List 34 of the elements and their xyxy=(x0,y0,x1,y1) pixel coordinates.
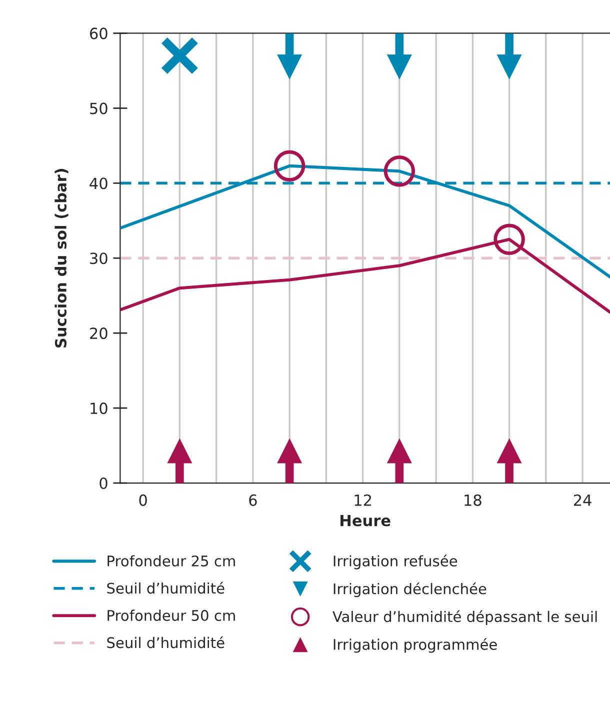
y-axis-title: Succion du sol (cbar) xyxy=(54,168,68,348)
legend-label: Seuil d’humidité xyxy=(107,636,224,648)
point xyxy=(496,54,522,80)
x-tick-label: 18 xyxy=(464,494,482,506)
point xyxy=(384,156,416,187)
y-tick-label: 0 xyxy=(100,477,108,490)
y-tick-label: 30 xyxy=(90,252,108,264)
x-axis-title: Heure xyxy=(340,514,390,526)
legend-label: Profondeur 50 cm xyxy=(108,610,235,621)
x-tick-label: 12 xyxy=(354,494,371,506)
point xyxy=(494,224,525,255)
point xyxy=(496,438,522,464)
y-tick-label: 20 xyxy=(90,328,108,340)
legend-label: Irrigation déclenchée xyxy=(334,582,486,598)
legend-label: Irrigation programmée xyxy=(334,638,497,653)
legend-label: Profondeur 25 cm xyxy=(108,555,235,566)
x-tick-label: 6 xyxy=(249,494,257,506)
x-tick-label: 0 xyxy=(139,494,147,506)
point xyxy=(277,438,302,464)
line-series xyxy=(120,164,610,278)
y-tick-label: 40 xyxy=(90,178,108,190)
y-tick-label: 50 xyxy=(90,102,108,114)
point xyxy=(160,36,200,76)
x-tick-label: 24 xyxy=(574,494,592,506)
legend-label: Valeur d’humidité dépassant le seuil xyxy=(332,610,597,625)
legend-label: Irrigation refusée xyxy=(334,554,458,570)
point xyxy=(386,438,412,464)
y-tick-label: 60 xyxy=(90,28,108,40)
point xyxy=(386,54,412,80)
point xyxy=(274,150,306,182)
legend-label: Seuil d’humidité xyxy=(107,582,224,594)
point xyxy=(167,438,192,464)
y-tick-label: 10 xyxy=(90,402,108,414)
point xyxy=(277,54,302,80)
